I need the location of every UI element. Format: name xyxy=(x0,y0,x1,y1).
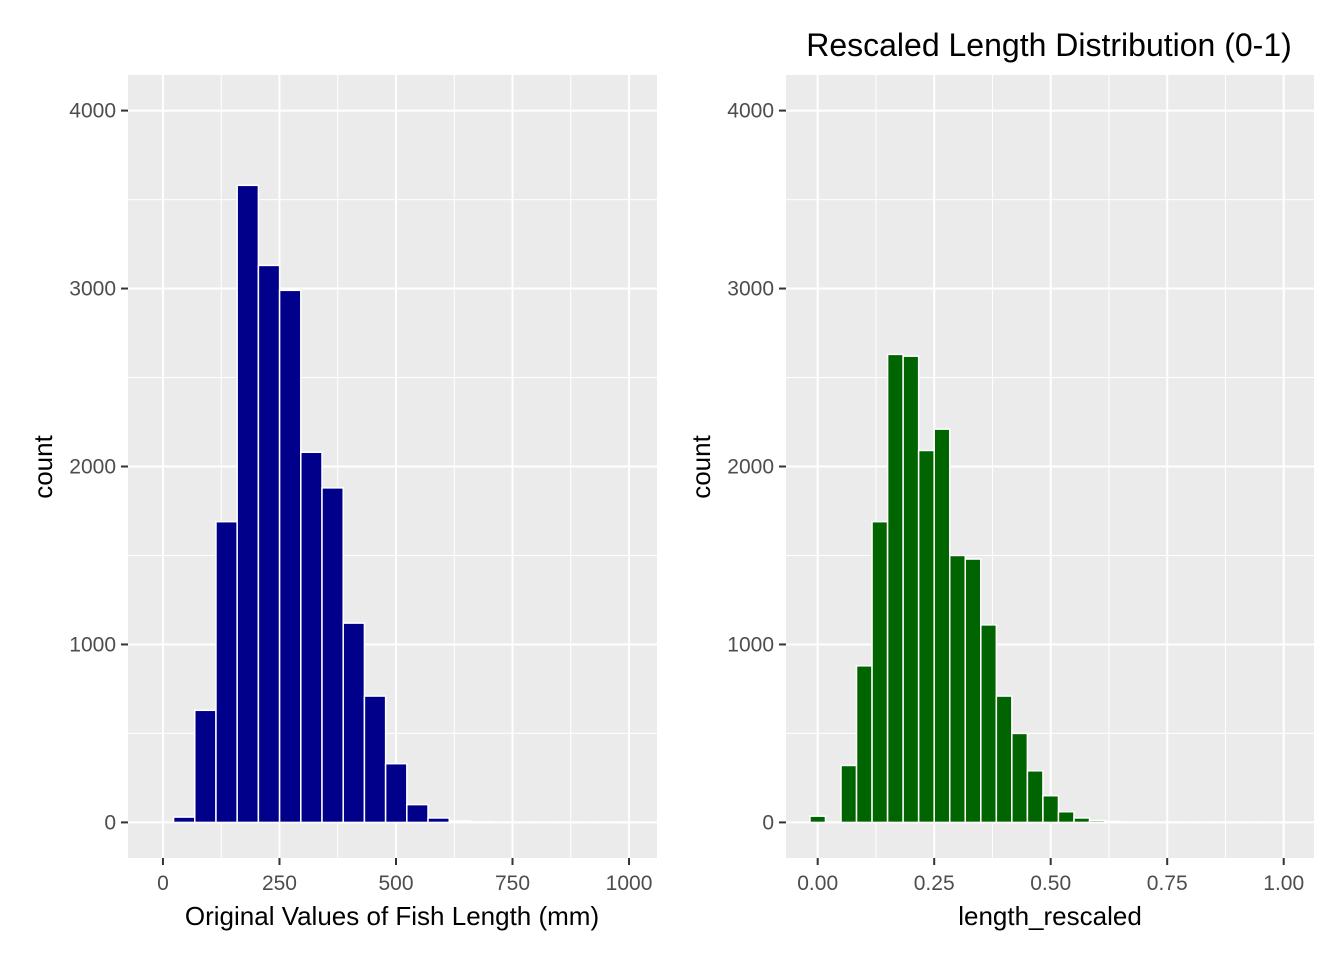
left-histogram-bar xyxy=(469,821,493,824)
left-bars xyxy=(172,184,641,824)
left-histogram-bar xyxy=(363,695,387,824)
left-histogram-bar xyxy=(172,816,196,824)
right-histogram-bar xyxy=(995,695,1013,824)
right-histogram-bar xyxy=(980,624,998,824)
left-y-tick-label: 1000 xyxy=(69,633,116,656)
right-y-tick-label: 1000 xyxy=(727,633,774,656)
right-plot-title: Rescaled Length Distribution (0-1) xyxy=(806,27,1292,63)
left-x-tick-label: 0 xyxy=(157,872,169,895)
right-x-axis-title: length_rescaled xyxy=(958,901,1142,931)
left-histogram-panel: 0 1000 2000 3000 4000 0 250 500 750 1000 Origina… xyxy=(28,75,657,931)
left-x-tick-label: 500 xyxy=(378,872,413,895)
right-x-axis: 0.00 0.25 0.50 0.75 1.00 xyxy=(797,858,1304,895)
left-x-axis: 0 250 500 750 1000 xyxy=(157,858,652,895)
right-histogram-panel: Rescaled Length Distribution (0-1) 0 1000… xyxy=(686,27,1314,931)
right-histogram-bar xyxy=(1026,770,1044,824)
left-x-tick-label: 1000 xyxy=(606,872,653,895)
left-histogram-bar xyxy=(300,451,323,824)
right-histogram-bar xyxy=(1088,819,1106,824)
left-histogram-bar xyxy=(278,289,302,824)
right-y-tick-label: 0 xyxy=(762,811,774,834)
right-y-axis-title: count xyxy=(686,434,716,498)
left-x-tick-label: 750 xyxy=(495,872,530,895)
left-y-axis-title: count xyxy=(28,434,58,498)
right-histogram-bar xyxy=(809,815,827,824)
right-histogram-bar xyxy=(964,558,982,824)
right-x-tick-label: 0.25 xyxy=(914,872,955,895)
right-x-tick-label: 0.75 xyxy=(1147,872,1188,895)
left-histogram-bar xyxy=(257,264,281,824)
right-histogram-bar xyxy=(1057,810,1075,824)
left-histogram-bar xyxy=(236,184,260,824)
right-histogram-bar xyxy=(917,449,935,824)
right-x-tick-label: 0.50 xyxy=(1030,872,1071,895)
right-histogram-bar xyxy=(902,355,920,824)
right-histogram-bar xyxy=(948,554,967,824)
left-histogram-bar xyxy=(321,487,344,824)
right-histogram-bar xyxy=(1011,732,1029,824)
left-x-axis-title: Original Values of Fish Length (mm) xyxy=(185,901,599,931)
right-histogram-bar xyxy=(1104,820,1122,824)
left-histogram-bar xyxy=(384,762,408,824)
right-histogram-bar xyxy=(1042,794,1060,824)
right-x-tick-label: 1.00 xyxy=(1263,872,1304,895)
right-y-axis: 0 1000 2000 3000 4000 xyxy=(727,100,786,834)
right-y-tick-label: 2000 xyxy=(727,456,774,479)
right-histogram-bar xyxy=(933,428,951,824)
left-y-tick-label: 2000 xyxy=(69,456,116,479)
right-histogram-bar xyxy=(886,353,904,824)
right-histogram-bar xyxy=(1073,817,1091,824)
right-histogram-bar xyxy=(855,665,873,824)
right-x-tick-label: 0.00 xyxy=(797,872,838,895)
left-y-tick-label: 3000 xyxy=(69,278,116,301)
left-y-tick-label: 4000 xyxy=(69,100,116,123)
left-histogram-bar xyxy=(448,820,472,824)
right-histogram-bar xyxy=(871,520,889,824)
left-y-tick-label: 0 xyxy=(104,811,116,834)
right-bars xyxy=(809,353,1293,824)
right-histogram-bar xyxy=(840,764,858,824)
right-y-tick-label: 4000 xyxy=(727,100,774,123)
right-y-tick-label: 3000 xyxy=(727,278,774,301)
left-histogram-bar xyxy=(406,803,429,824)
left-histogram-bar xyxy=(215,520,238,824)
left-x-tick-label: 250 xyxy=(262,872,297,895)
left-y-axis: 0 1000 2000 3000 4000 xyxy=(69,100,128,834)
left-histogram-bar xyxy=(194,709,217,824)
left-histogram-bar xyxy=(342,622,366,824)
left-histogram-bar xyxy=(427,817,450,824)
